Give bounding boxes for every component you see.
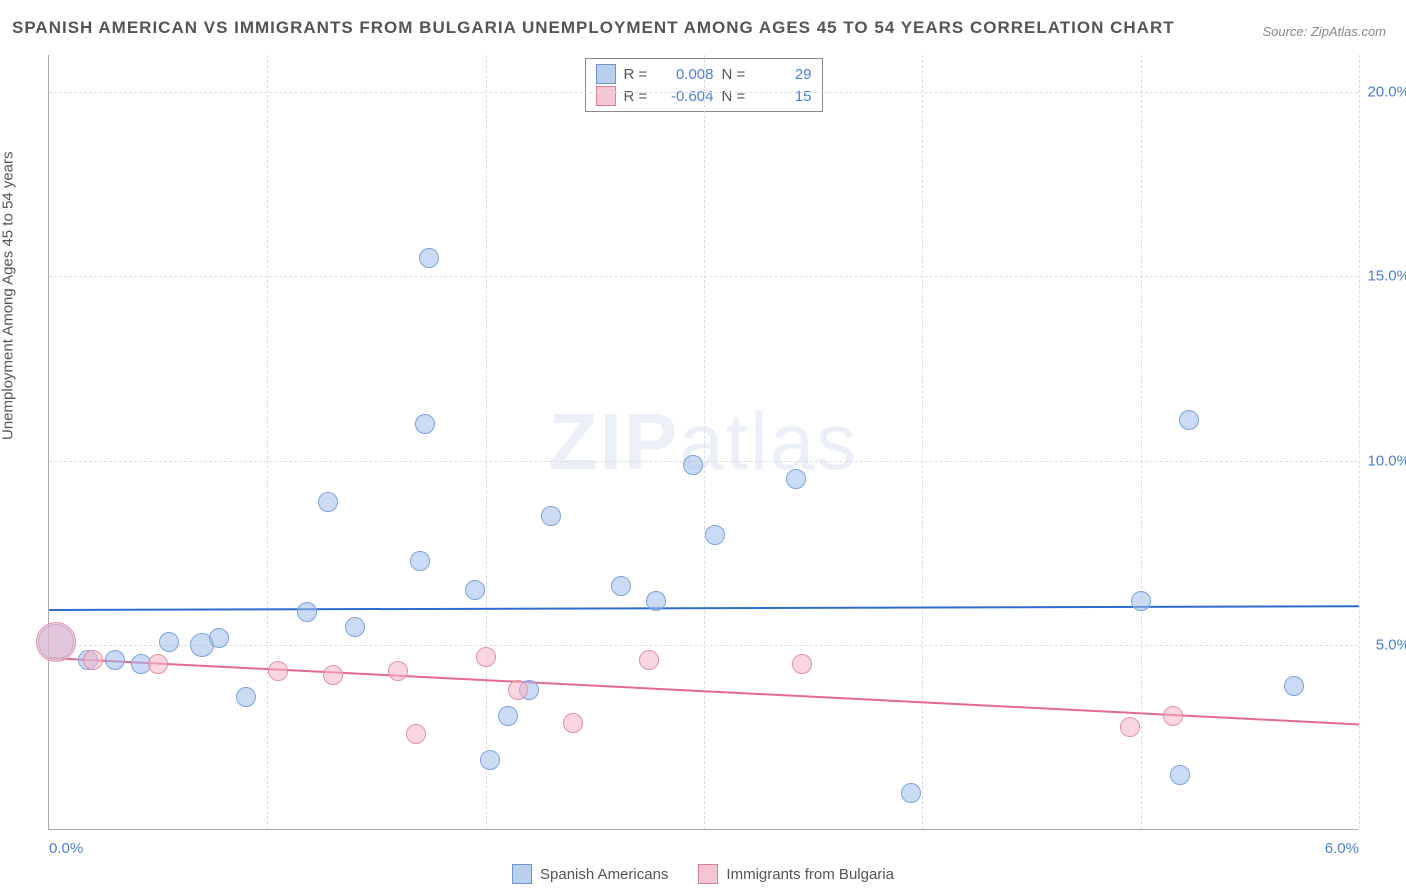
- data-point: [465, 580, 485, 600]
- data-point: [480, 750, 500, 770]
- data-point: [415, 414, 435, 434]
- stat-n-value: 15: [756, 88, 812, 105]
- chart-title: SPANISH AMERICAN VS IMMIGRANTS FROM BULG…: [12, 18, 1175, 38]
- data-point: [901, 783, 921, 803]
- legend-item: Spanish Americans: [512, 864, 668, 884]
- data-point: [1120, 717, 1140, 737]
- y-tick-label: 20.0%: [1367, 83, 1406, 100]
- stat-r-value: -0.604: [658, 88, 714, 105]
- data-point: [419, 248, 439, 268]
- data-point: [236, 687, 256, 707]
- data-point: [209, 628, 229, 648]
- data-point: [406, 724, 426, 744]
- chart-container: SPANISH AMERICAN VS IMMIGRANTS FROM BULG…: [0, 0, 1406, 892]
- data-point: [705, 525, 725, 545]
- legend-label: Spanish Americans: [540, 866, 668, 883]
- y-tick-label: 10.0%: [1367, 452, 1406, 469]
- data-point: [508, 680, 528, 700]
- data-point: [268, 661, 288, 681]
- gridline-vertical: [486, 55, 487, 829]
- data-point: [318, 492, 338, 512]
- gridline-vertical: [922, 55, 923, 829]
- data-point: [611, 576, 631, 596]
- data-point: [1179, 410, 1199, 430]
- data-point: [563, 713, 583, 733]
- data-point: [683, 455, 703, 475]
- source-label: Source: ZipAtlas.com: [1262, 24, 1386, 39]
- data-point: [1131, 591, 1151, 611]
- gridline-vertical: [1359, 55, 1360, 829]
- legend-item: Immigrants from Bulgaria: [698, 864, 894, 884]
- data-point: [148, 654, 168, 674]
- legend-label: Immigrants from Bulgaria: [726, 866, 894, 883]
- data-point: [541, 506, 561, 526]
- plot-area: ZIPatlas R =0.008N =29R =-0.604N =15 5.0…: [48, 55, 1358, 830]
- y-tick-label: 5.0%: [1376, 637, 1406, 654]
- watermark-light: atlas: [679, 397, 858, 486]
- x-tick-label: 6.0%: [1325, 840, 1359, 857]
- data-point: [345, 617, 365, 637]
- data-point: [388, 661, 408, 681]
- legend-swatch: [596, 86, 616, 106]
- data-point: [1170, 765, 1190, 785]
- legend-swatch: [512, 864, 532, 884]
- data-point: [410, 551, 430, 571]
- data-point: [323, 665, 343, 685]
- y-axis-label: Unemployment Among Ages 45 to 54 years: [0, 151, 17, 440]
- data-point: [646, 591, 666, 611]
- data-point: [639, 650, 659, 670]
- gridline-vertical: [704, 55, 705, 829]
- stat-n-label: N =: [722, 88, 748, 105]
- stat-r-label: R =: [624, 66, 650, 83]
- data-point: [786, 469, 806, 489]
- gridline-vertical: [267, 55, 268, 829]
- stat-n-label: N =: [722, 66, 748, 83]
- data-point: [476, 647, 496, 667]
- data-point: [792, 654, 812, 674]
- legend-swatch: [698, 864, 718, 884]
- stat-r-value: 0.008: [658, 66, 714, 83]
- stat-n-value: 29: [756, 66, 812, 83]
- series-legend: Spanish Americans Immigrants from Bulgari…: [512, 864, 894, 884]
- x-tick-label: 0.0%: [49, 840, 83, 857]
- watermark-bold: ZIP: [549, 397, 679, 486]
- data-point: [105, 650, 125, 670]
- stat-r-label: R =: [624, 88, 650, 105]
- data-point: [297, 602, 317, 622]
- data-point: [83, 650, 103, 670]
- y-tick-label: 15.0%: [1367, 268, 1406, 285]
- data-point: [498, 706, 518, 726]
- data-point: [36, 622, 76, 662]
- data-point: [1284, 676, 1304, 696]
- data-point: [1163, 706, 1183, 726]
- data-point: [159, 632, 179, 652]
- legend-swatch: [596, 64, 616, 84]
